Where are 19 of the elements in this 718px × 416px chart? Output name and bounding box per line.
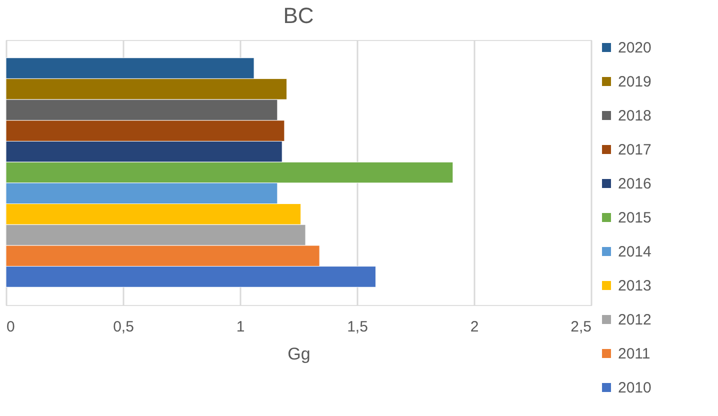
chart-title: BC bbox=[283, 3, 314, 28]
x-tick-label: 0,5 bbox=[113, 318, 134, 336]
legend-label: 2018 bbox=[618, 108, 652, 124]
legend-label: 2019 bbox=[618, 74, 652, 90]
legend-label: 2014 bbox=[618, 244, 652, 260]
legend-label: 2013 bbox=[618, 278, 652, 294]
legend-label: 2016 bbox=[618, 176, 652, 192]
legend-label: 2010 bbox=[618, 380, 652, 396]
x-tick-label: 1,5 bbox=[347, 318, 368, 336]
x-tick-label: 2 bbox=[470, 318, 479, 336]
legend-label: 2020 bbox=[618, 40, 652, 56]
x-axis-title: Gg bbox=[288, 344, 310, 364]
x-tick-label: 0 bbox=[6, 318, 15, 336]
x-tick-label: 2,5 bbox=[570, 318, 592, 336]
legend-label: 2012 bbox=[618, 312, 652, 328]
x-tick-label: 1 bbox=[236, 318, 245, 336]
legend-label: 2017 bbox=[618, 142, 652, 158]
legend-label: 2011 bbox=[618, 346, 650, 362]
legend-label: 2015 bbox=[618, 210, 652, 226]
